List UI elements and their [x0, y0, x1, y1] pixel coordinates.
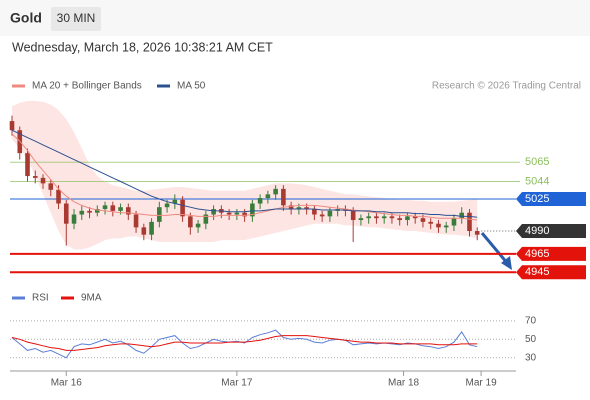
candle-body [110, 205, 116, 211]
candle-body [250, 203, 255, 217]
candle-body [79, 210, 85, 215]
candle-body [358, 218, 364, 221]
candle-body [87, 210, 92, 213]
x-tick-label: Mar 19 [466, 378, 498, 389]
candle-body [443, 225, 449, 228]
candle-body [71, 214, 77, 224]
candle-body [164, 203, 170, 208]
candle-body [9, 121, 15, 131]
forecast-arrow [480, 232, 510, 265]
interval[interactable]: 30 MIN [57, 11, 96, 25]
candle-body [436, 223, 441, 228]
candle-body [327, 210, 333, 217]
candle-body [397, 218, 402, 221]
candle-body [312, 209, 317, 215]
x-tick-label: Mar 16 [51, 378, 83, 389]
y-tick-label: 70 [525, 315, 537, 326]
candle-body [226, 212, 232, 215]
ma-line [11, 129, 478, 218]
level-label: 4990 [525, 225, 549, 237]
candle-body [296, 207, 302, 210]
candle-body [428, 221, 434, 224]
symbol: Gold [10, 10, 42, 26]
level-label: 5065 [525, 156, 549, 168]
candle-body [102, 205, 108, 210]
candle-body [412, 216, 418, 219]
candle-body [203, 214, 209, 224]
candle-body [48, 183, 54, 190]
level-label: 5025 [525, 193, 549, 205]
candle-body [94, 209, 100, 213]
candle-body [242, 212, 247, 217]
candle-body [133, 214, 139, 228]
legend-label: RSI [32, 293, 49, 304]
candle-body [304, 207, 309, 210]
forecast-arrowhead [501, 256, 512, 270]
level-label-box [516, 191, 586, 206]
credit: Research © 2026 Trading Central [432, 81, 581, 92]
timestamp: Wednesday, March 18, 2026 10:38:21 AM CE… [12, 40, 273, 54]
candle-body [374, 216, 379, 219]
x-tick-label: Mar 18 [388, 378, 420, 389]
candle-body [474, 231, 480, 235]
y-tick-label: 50 [525, 334, 537, 345]
candle-body [56, 189, 61, 204]
candle-body [25, 153, 30, 177]
legend-label: MA 20 + Bollinger Bands [32, 81, 142, 92]
level-label: 4965 [525, 248, 549, 260]
candle-body [172, 199, 178, 204]
candle-body [40, 177, 46, 184]
candle-body [319, 214, 325, 217]
candle-body [149, 221, 154, 235]
candle-body [405, 216, 410, 221]
candle-body [366, 216, 371, 219]
rsi-line [11, 329, 478, 359]
level-label: 5044 [525, 175, 549, 187]
candle-body [389, 216, 395, 219]
rsi-line [11, 335, 478, 351]
level-label-box [516, 265, 586, 280]
candle-body [281, 188, 286, 206]
legend-label: MA 50 [177, 81, 206, 92]
candle-body [141, 227, 147, 235]
candle-body [467, 212, 472, 232]
candle-body [381, 216, 387, 219]
candle-body [63, 203, 69, 224]
candle-body [195, 223, 201, 228]
interval-box[interactable] [51, 7, 101, 31]
candle-body [265, 194, 271, 199]
candle-body [180, 199, 185, 217]
candle-body [234, 212, 240, 215]
bollinger-band [12, 100, 478, 250]
ma-line [11, 133, 478, 221]
level-label: 4945 [525, 266, 549, 278]
candle-body [459, 212, 465, 219]
candle-body [350, 210, 356, 221]
candle-body [118, 207, 123, 211]
candle-body [157, 207, 162, 222]
legend-label: 9MA [81, 293, 102, 304]
x-tick-label: Mar 17 [221, 378, 253, 389]
y-tick-label: 30 [525, 352, 537, 363]
candle-body [273, 188, 278, 195]
level-label-box [516, 224, 586, 239]
candle-body [257, 198, 263, 204]
candle-body [211, 209, 216, 215]
candle-body [451, 218, 457, 226]
candle-body [420, 218, 426, 222]
candle-body [32, 176, 38, 178]
candle-body [288, 205, 294, 210]
level-label-box [516, 246, 586, 261]
candle-body [126, 207, 131, 215]
candle-body [188, 216, 193, 228]
